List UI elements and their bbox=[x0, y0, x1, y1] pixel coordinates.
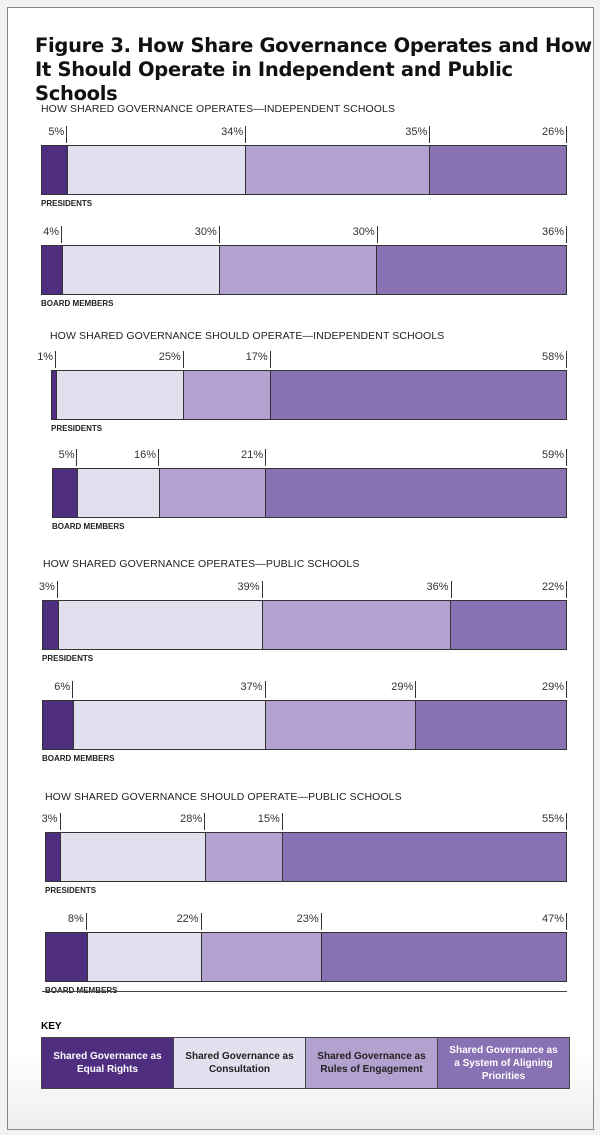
row-label: PRESIDENTS bbox=[51, 424, 103, 433]
bar-segment bbox=[46, 833, 62, 881]
row-label: PRESIDENTS bbox=[41, 199, 93, 208]
row-label: BOARD MEMBERS bbox=[52, 522, 125, 531]
bar-segment bbox=[68, 146, 247, 194]
bar-segment bbox=[201, 933, 322, 981]
data-label: 1% bbox=[16, 351, 57, 368]
row-label: PRESIDENTS bbox=[45, 886, 97, 895]
legend-item: Shared Governance as Rules of Engagement bbox=[306, 1038, 438, 1088]
row-label: PRESIDENTS bbox=[42, 654, 94, 663]
bar-segment bbox=[246, 146, 430, 194]
bar-segment bbox=[87, 933, 202, 981]
bar-segment bbox=[450, 601, 566, 649]
data-label: 21% bbox=[226, 449, 267, 466]
data-label: 23% bbox=[282, 913, 322, 930]
row-label: BOARD MEMBERS bbox=[42, 754, 115, 763]
data-label: 47% bbox=[527, 913, 567, 930]
row-label: BOARD MEMBERS bbox=[41, 299, 114, 308]
bar-segment bbox=[282, 833, 566, 881]
data-label: 26% bbox=[527, 126, 567, 143]
data-label: 8% bbox=[47, 913, 87, 930]
bar-segment bbox=[58, 601, 263, 649]
bar-segment bbox=[321, 933, 566, 981]
bar-segment bbox=[42, 246, 63, 294]
legend: Shared Governance as Equal Rights Shared … bbox=[41, 1037, 570, 1089]
stacked-bar bbox=[51, 370, 567, 420]
stacked-bar bbox=[52, 468, 567, 518]
key-label: KEY bbox=[41, 1021, 62, 1032]
data-label: 6% bbox=[33, 681, 74, 698]
stacked-bar bbox=[42, 600, 567, 650]
data-label: 30% bbox=[180, 226, 220, 243]
data-label: 34% bbox=[206, 126, 247, 143]
legend-item: Shared Governance as Equal Rights bbox=[42, 1038, 174, 1088]
data-label: 28% bbox=[165, 813, 206, 830]
data-label: 17% bbox=[231, 351, 271, 368]
data-label: 36% bbox=[527, 226, 567, 243]
bar-segment bbox=[377, 246, 566, 294]
bar-segment bbox=[415, 701, 566, 749]
bar-segment bbox=[266, 469, 566, 517]
bar-segment bbox=[220, 246, 378, 294]
data-label: 22% bbox=[527, 581, 567, 598]
data-label: 4% bbox=[22, 226, 63, 243]
bar-segment bbox=[43, 701, 75, 749]
stacked-bar bbox=[42, 700, 567, 750]
data-label: 5% bbox=[37, 449, 78, 466]
data-label: 58% bbox=[527, 351, 567, 368]
bar-segment bbox=[74, 701, 266, 749]
data-label: 16% bbox=[119, 449, 160, 466]
stacked-bar bbox=[45, 932, 567, 982]
bar-segment bbox=[262, 601, 451, 649]
bar-segment bbox=[46, 933, 88, 981]
stacked-bar bbox=[45, 832, 567, 882]
data-label: 15% bbox=[243, 813, 283, 830]
bar-segment bbox=[53, 469, 79, 517]
stacked-bar bbox=[41, 145, 567, 195]
row-label: BOARD MEMBERS bbox=[45, 986, 117, 995]
stacked-bar bbox=[41, 245, 567, 295]
data-label: 39% bbox=[223, 581, 263, 598]
data-label: 59% bbox=[527, 449, 567, 466]
data-label: 3% bbox=[18, 581, 58, 598]
bar-segment bbox=[429, 146, 566, 194]
legend-item: Shared Governance as a System of Alignin… bbox=[438, 1038, 569, 1088]
legend-item: Shared Governance as Consultation bbox=[174, 1038, 306, 1088]
bar-segment bbox=[78, 469, 160, 517]
data-label: 29% bbox=[527, 681, 567, 698]
data-label: 25% bbox=[144, 351, 184, 368]
section-title: HOW SHARED GOVERNANCE OPERATES—PUBLIC SC… bbox=[43, 558, 360, 570]
bar-segment bbox=[205, 833, 283, 881]
bar-segment bbox=[43, 601, 59, 649]
bar-segment bbox=[52, 371, 58, 419]
data-label: 35% bbox=[390, 126, 431, 143]
bar-segment bbox=[159, 469, 267, 517]
section-title: HOW SHARED GOVERNANCE SHOULD OPERATE—PUB… bbox=[45, 791, 402, 803]
data-label: 36% bbox=[412, 581, 452, 598]
data-label: 22% bbox=[162, 913, 202, 930]
data-label: 30% bbox=[338, 226, 378, 243]
bar-segment bbox=[62, 246, 221, 294]
data-label: 37% bbox=[226, 681, 266, 698]
bar-segment bbox=[42, 146, 69, 194]
section-title: HOW SHARED GOVERNANCE SHOULD OPERATE—IND… bbox=[50, 330, 445, 342]
bar-segment bbox=[265, 701, 416, 749]
section-title: HOW SHARED GOVERNANCE OPERATES—INDEPENDE… bbox=[41, 103, 396, 115]
bar-segment bbox=[184, 371, 271, 419]
data-label: 3% bbox=[21, 813, 61, 830]
data-label: 29% bbox=[376, 681, 417, 698]
bar-segment bbox=[57, 371, 185, 419]
data-label: 55% bbox=[527, 813, 567, 830]
divider bbox=[42, 991, 567, 992]
bar-segment bbox=[61, 833, 206, 881]
data-label: 5% bbox=[27, 126, 68, 143]
chart-title: Figure 3. How Share Governance Operates … bbox=[35, 34, 592, 105]
bar-segment bbox=[270, 371, 566, 419]
